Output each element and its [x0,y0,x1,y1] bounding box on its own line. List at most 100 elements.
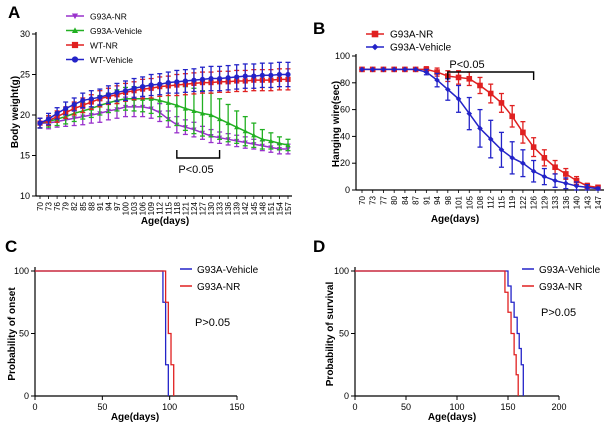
x-tick-label: 136 [224,201,233,215]
x-tick-label: 103 [130,201,139,215]
y-tick-label: 30 [20,29,30,39]
x-tick-label: 151 [267,201,276,215]
data-point [509,113,515,120]
data-point [54,110,60,116]
data-point [174,79,180,85]
data-point [445,86,451,93]
x-tick-label: 122 [519,195,528,209]
significance-bracket [176,150,221,159]
survival-curve-g93a-vehicle [35,270,169,396]
data-point [530,144,537,150]
legend-label: G93A-NR [390,30,433,41]
data-point [573,177,580,184]
data-point [595,185,601,192]
data-point [391,66,397,73]
xlabel-b: Age(days) [431,214,479,225]
x-tick-label: 88 [87,201,96,210]
x-tick-label: 91 [96,201,105,210]
data-point [412,66,419,73]
x-tick-label: 73 [45,201,54,210]
legend-label: G93A-Vehicle [390,43,452,54]
x-tick-label: 50 [97,402,107,412]
data-point [191,108,197,114]
x-tick-label: 76 [53,201,62,210]
significance-label: P<0.05 [449,59,484,71]
x-tick-label: 100 [449,402,464,412]
panel-d: D Probability of survival Age(days) 0 50 1… [313,237,601,423]
data-point [208,75,214,82]
x-tick-label: 73 [369,195,378,204]
legend-label: G93A-NR [539,282,582,293]
data-point [369,66,376,73]
data-point [71,101,77,108]
legend-label: WT-Vehicle [90,55,133,65]
x-tick-label: 140 [573,195,582,209]
x-tick-label: 106 [139,201,148,215]
x-tick-label: 108 [476,195,485,209]
data-point [498,147,505,153]
y-tick-label: 0 [24,391,29,401]
data-point [434,69,440,75]
data-point [520,129,526,136]
x-tick-label: 133 [216,201,225,215]
legend-marker [71,41,79,49]
x-tick-label: 133 [551,195,560,209]
survival-curve-g93a-nr [35,270,175,396]
series-line [39,98,289,146]
data-point [466,75,473,82]
data-point [487,90,494,97]
x-tick-label: 112 [156,201,165,214]
xlabel-d: Age(days) [428,412,476,423]
x-tick-label: 112 [487,195,496,208]
y-tick-label: 50 [339,329,349,339]
x-tick-label: 94 [433,195,442,204]
x-tick-label: 0 [32,402,37,412]
x-tick-label: 85 [79,201,88,210]
x-tick-label: 91 [422,195,431,204]
legend-label: WT-NR [90,41,118,51]
x-tick-label: 98 [444,195,453,204]
x-tick-label: 0 [352,402,357,412]
data-point [520,160,526,166]
data-point [466,110,473,117]
data-point [285,71,291,78]
data-point [276,71,283,78]
data-point [455,74,462,81]
ylabel-d: Probability of survival [325,282,336,387]
x-tick-label: 100 [122,201,131,215]
data-point [259,136,265,142]
x-tick-label: 143 [583,195,592,209]
legend-marker [71,13,79,20]
x-tick-label: 77 [379,195,388,204]
y-tick-label: 100 [334,266,349,276]
y-tick-label: 100 [335,51,350,61]
x-tick-label: 50 [401,402,411,412]
x-tick-label: 121 [181,201,190,215]
y-tick-label: 0 [345,185,350,195]
data-point [563,171,569,177]
plot-d: 0 50 100 0 50 100 150 200 G93A-Vehicle G93A-NR P>0… [334,265,601,412]
xlabel-a: Age(days) [141,216,189,227]
x-tick-label: 126 [530,195,539,209]
data-point [268,72,274,78]
x-tick-label: 79 [62,201,71,210]
data-point [234,124,240,130]
y-tick-label: 60 [340,105,350,115]
y-tick-label: 100 [14,266,29,276]
x-tick-label: 157 [284,201,293,215]
data-point [402,66,408,73]
data-point [268,138,274,143]
significance-label: P>0.05 [195,317,230,329]
x-tick-label: 150 [500,402,515,412]
x-tick-label: 100 [162,402,177,412]
data-point [216,116,223,122]
x-tick-label: 105 [465,195,474,209]
x-tick-label: 118 [173,201,182,214]
y-tick-label: 20 [340,158,350,168]
data-point [530,168,537,175]
ylabel-c: Probability of onset [7,287,18,381]
data-point [208,112,214,118]
data-point [552,164,558,171]
data-point [122,88,129,94]
